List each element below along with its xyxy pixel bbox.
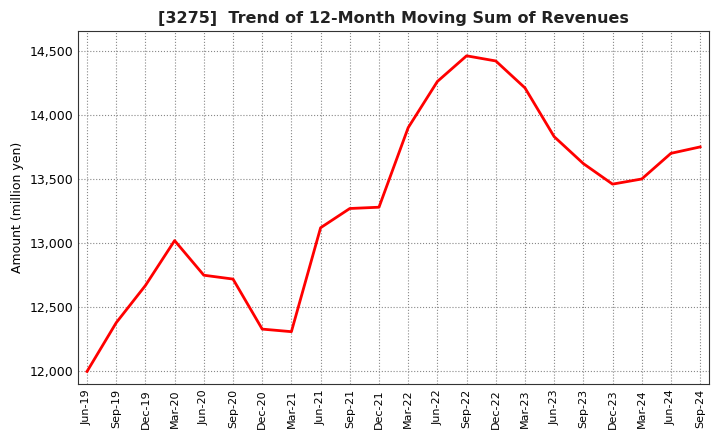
Y-axis label: Amount (million yen): Amount (million yen): [11, 142, 24, 274]
Title: [3275]  Trend of 12-Month Moving Sum of Revenues: [3275] Trend of 12-Month Moving Sum of R…: [158, 11, 629, 26]
